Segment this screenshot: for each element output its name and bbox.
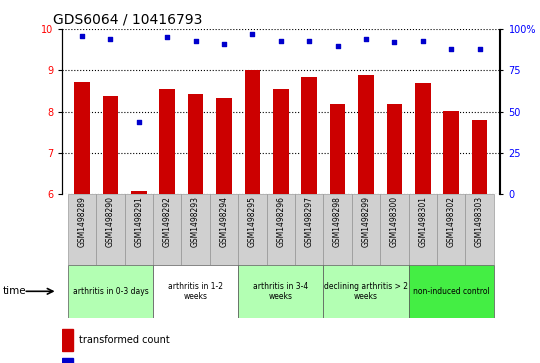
Bar bbox=[472, 120, 488, 194]
Text: GSM1498295: GSM1498295 bbox=[248, 196, 257, 247]
Text: GSM1498294: GSM1498294 bbox=[219, 196, 228, 247]
Text: GSM1498302: GSM1498302 bbox=[447, 196, 456, 247]
Point bbox=[106, 36, 114, 42]
Text: GDS6064 / 10416793: GDS6064 / 10416793 bbox=[53, 12, 203, 26]
Point bbox=[390, 39, 399, 45]
Bar bbox=[159, 89, 175, 194]
FancyBboxPatch shape bbox=[210, 194, 238, 265]
Point bbox=[191, 38, 200, 44]
Point bbox=[447, 46, 456, 52]
Bar bbox=[443, 111, 459, 194]
Text: GSM1498296: GSM1498296 bbox=[276, 196, 285, 247]
Bar bbox=[74, 82, 90, 194]
Text: transformed count: transformed count bbox=[79, 335, 170, 345]
Point bbox=[475, 46, 484, 52]
Bar bbox=[245, 69, 260, 194]
FancyBboxPatch shape bbox=[153, 265, 238, 318]
FancyBboxPatch shape bbox=[68, 194, 96, 265]
Text: GSM1498292: GSM1498292 bbox=[163, 196, 172, 247]
Text: arthritis in 1-2
weeks: arthritis in 1-2 weeks bbox=[168, 282, 223, 301]
Bar bbox=[330, 104, 346, 194]
Point bbox=[248, 31, 256, 37]
FancyBboxPatch shape bbox=[409, 265, 494, 318]
Point bbox=[333, 42, 342, 48]
Point bbox=[134, 119, 143, 125]
Text: time: time bbox=[3, 286, 26, 296]
Text: arthritis in 3-4
weeks: arthritis in 3-4 weeks bbox=[253, 282, 308, 301]
Bar bbox=[301, 77, 317, 194]
FancyBboxPatch shape bbox=[181, 194, 210, 265]
Bar bbox=[216, 98, 232, 194]
Text: non-induced control: non-induced control bbox=[413, 287, 490, 296]
Text: GSM1498291: GSM1498291 bbox=[134, 196, 143, 247]
Text: GSM1498303: GSM1498303 bbox=[475, 196, 484, 248]
Bar bbox=[188, 94, 204, 194]
Text: GSM1498300: GSM1498300 bbox=[390, 196, 399, 248]
Bar bbox=[415, 83, 430, 194]
FancyBboxPatch shape bbox=[153, 194, 181, 265]
Point bbox=[418, 38, 427, 44]
Point bbox=[276, 38, 285, 44]
FancyBboxPatch shape bbox=[125, 194, 153, 265]
Bar bbox=[62, 329, 73, 351]
Point bbox=[362, 36, 370, 42]
FancyBboxPatch shape bbox=[352, 194, 380, 265]
FancyBboxPatch shape bbox=[323, 265, 409, 318]
Text: declining arthritis > 2
weeks: declining arthritis > 2 weeks bbox=[324, 282, 408, 301]
FancyBboxPatch shape bbox=[465, 194, 494, 265]
Bar bbox=[103, 96, 118, 194]
Text: GSM1498299: GSM1498299 bbox=[361, 196, 370, 247]
FancyBboxPatch shape bbox=[238, 265, 323, 318]
Point bbox=[220, 41, 228, 47]
Point bbox=[78, 33, 86, 38]
FancyBboxPatch shape bbox=[267, 194, 295, 265]
Text: GSM1498293: GSM1498293 bbox=[191, 196, 200, 247]
FancyBboxPatch shape bbox=[380, 194, 409, 265]
Point bbox=[305, 38, 314, 44]
Text: GSM1498301: GSM1498301 bbox=[418, 196, 427, 247]
Bar bbox=[62, 358, 73, 363]
Text: GSM1498289: GSM1498289 bbox=[77, 196, 86, 247]
Text: GSM1498298: GSM1498298 bbox=[333, 196, 342, 247]
FancyBboxPatch shape bbox=[96, 194, 125, 265]
FancyBboxPatch shape bbox=[409, 194, 437, 265]
Bar bbox=[273, 89, 288, 194]
Text: arthritis in 0-3 days: arthritis in 0-3 days bbox=[72, 287, 148, 296]
FancyBboxPatch shape bbox=[437, 194, 465, 265]
Bar bbox=[131, 191, 146, 194]
Text: GSM1498290: GSM1498290 bbox=[106, 196, 115, 247]
FancyBboxPatch shape bbox=[238, 194, 267, 265]
Bar bbox=[387, 104, 402, 194]
FancyBboxPatch shape bbox=[323, 194, 352, 265]
FancyBboxPatch shape bbox=[68, 265, 153, 318]
Point bbox=[163, 34, 172, 40]
Bar bbox=[358, 75, 374, 194]
Text: GSM1498297: GSM1498297 bbox=[305, 196, 314, 247]
FancyBboxPatch shape bbox=[295, 194, 323, 265]
